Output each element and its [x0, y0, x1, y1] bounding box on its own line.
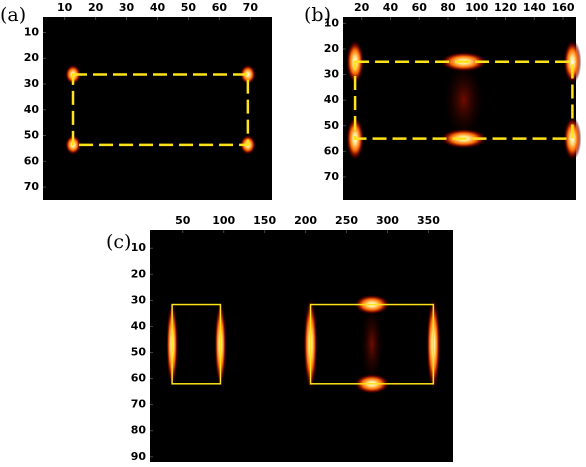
glow — [239, 64, 256, 85]
y-tick-label: 60 — [131, 372, 147, 385]
outline — [309, 303, 435, 385]
y-tick-label: 50 — [131, 346, 147, 359]
x-tick-label: 30 — [119, 1, 135, 14]
x-tick-label: 10 — [57, 1, 73, 14]
x-tick-label: 70 — [243, 1, 259, 14]
outline — [171, 303, 222, 385]
panel-label: (b) — [304, 4, 331, 26]
x-tick-label: 60 — [212, 1, 228, 14]
y-tick-label: 60 — [24, 154, 40, 167]
y-tick-label: 70 — [131, 398, 147, 411]
x-tick-label: 150 — [253, 214, 276, 227]
y-tick-label: 10 — [324, 16, 340, 29]
y-tick-label: 20 — [131, 267, 147, 280]
y-tick-label: 90 — [131, 450, 147, 463]
x-tick-label: 160 — [552, 1, 575, 14]
panel-label: (c) — [106, 231, 131, 253]
outline — [71, 73, 250, 147]
y-tick-label: 20 — [324, 42, 340, 55]
x-tick-label: 140 — [523, 1, 546, 14]
panel-label: (a) — [0, 4, 26, 26]
x-tick-label: 80 — [440, 1, 456, 14]
x-tick-label: 40 — [383, 1, 399, 14]
y-tick-label: 80 — [131, 424, 147, 437]
haze — [442, 57, 486, 143]
y-tick-label: 70 — [324, 170, 340, 183]
glow — [563, 116, 582, 161]
x-tick-label: 250 — [335, 214, 358, 227]
x-tick-label: 60 — [412, 1, 428, 14]
x-tick-label: 100 — [465, 1, 488, 14]
y-tick-label: 20 — [24, 51, 40, 64]
outline — [353, 60, 574, 140]
y-tick-label: 30 — [324, 68, 340, 81]
x-tick-label: 50 — [181, 1, 197, 14]
image-area — [150, 230, 453, 462]
y-tick-label: 50 — [24, 129, 40, 142]
x-tick-label: 300 — [376, 214, 399, 227]
x-tick-label: 200 — [294, 214, 317, 227]
x-tick-label: 120 — [494, 1, 517, 14]
y-tick-label: 60 — [324, 144, 340, 157]
image-area — [43, 17, 272, 200]
y-tick-label: 40 — [131, 319, 147, 332]
x-tick-label: 20 — [88, 1, 104, 14]
y-tick-label: 10 — [24, 25, 40, 38]
y-tick-label: 50 — [324, 119, 340, 132]
y-tick-label: 10 — [131, 241, 147, 254]
x-tick-label: 350 — [417, 214, 440, 227]
y-tick-label: 30 — [24, 77, 40, 90]
y-tick-label: 40 — [24, 103, 40, 116]
x-tick-label: 40 — [150, 1, 166, 14]
y-tick-label: 70 — [24, 180, 40, 193]
x-tick-label: 50 — [175, 214, 191, 227]
x-tick-label: 100 — [212, 214, 235, 227]
haze — [359, 300, 385, 388]
x-tick-label: 20 — [354, 1, 370, 14]
y-tick-label: 30 — [131, 293, 147, 306]
y-tick-label: 40 — [324, 93, 340, 106]
glow — [563, 39, 582, 84]
